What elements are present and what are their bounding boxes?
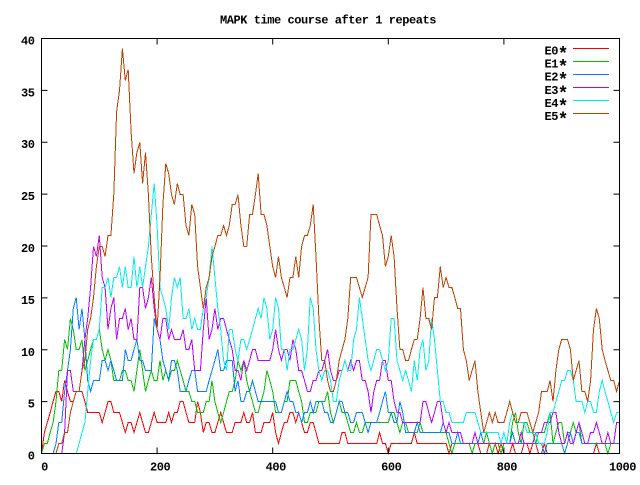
svg-text:*: * xyxy=(558,111,569,131)
svg-text:40: 40 xyxy=(21,35,35,49)
svg-text:E4: E4 xyxy=(544,97,558,111)
svg-text:800: 800 xyxy=(497,461,518,475)
svg-text:10: 10 xyxy=(21,346,35,360)
svg-text:E1: E1 xyxy=(544,58,558,72)
svg-text:*: * xyxy=(558,59,569,79)
svg-text:5: 5 xyxy=(28,398,35,412)
svg-text:20: 20 xyxy=(21,242,35,256)
svg-text:30: 30 xyxy=(21,138,35,152)
svg-text:E0: E0 xyxy=(544,45,558,59)
svg-text:*: * xyxy=(558,85,569,105)
svg-text:*: * xyxy=(558,72,569,92)
svg-text:*: * xyxy=(558,98,569,118)
svg-text:1000: 1000 xyxy=(609,461,636,475)
svg-text:400: 400 xyxy=(266,461,287,475)
svg-text:200: 200 xyxy=(150,461,171,475)
svg-text:*: * xyxy=(558,46,569,66)
svg-text:E2: E2 xyxy=(544,71,558,85)
svg-text:35: 35 xyxy=(21,86,35,100)
svg-text:15: 15 xyxy=(21,294,35,308)
svg-text:E5: E5 xyxy=(544,110,558,124)
svg-text:600: 600 xyxy=(381,461,402,475)
svg-text:0: 0 xyxy=(41,461,48,475)
svg-text:MAPK time course after 1 repea: MAPK time course after 1 repeats xyxy=(220,13,436,27)
svg-text:25: 25 xyxy=(21,190,35,204)
svg-text:E3: E3 xyxy=(544,84,558,98)
svg-text:0: 0 xyxy=(28,450,35,464)
